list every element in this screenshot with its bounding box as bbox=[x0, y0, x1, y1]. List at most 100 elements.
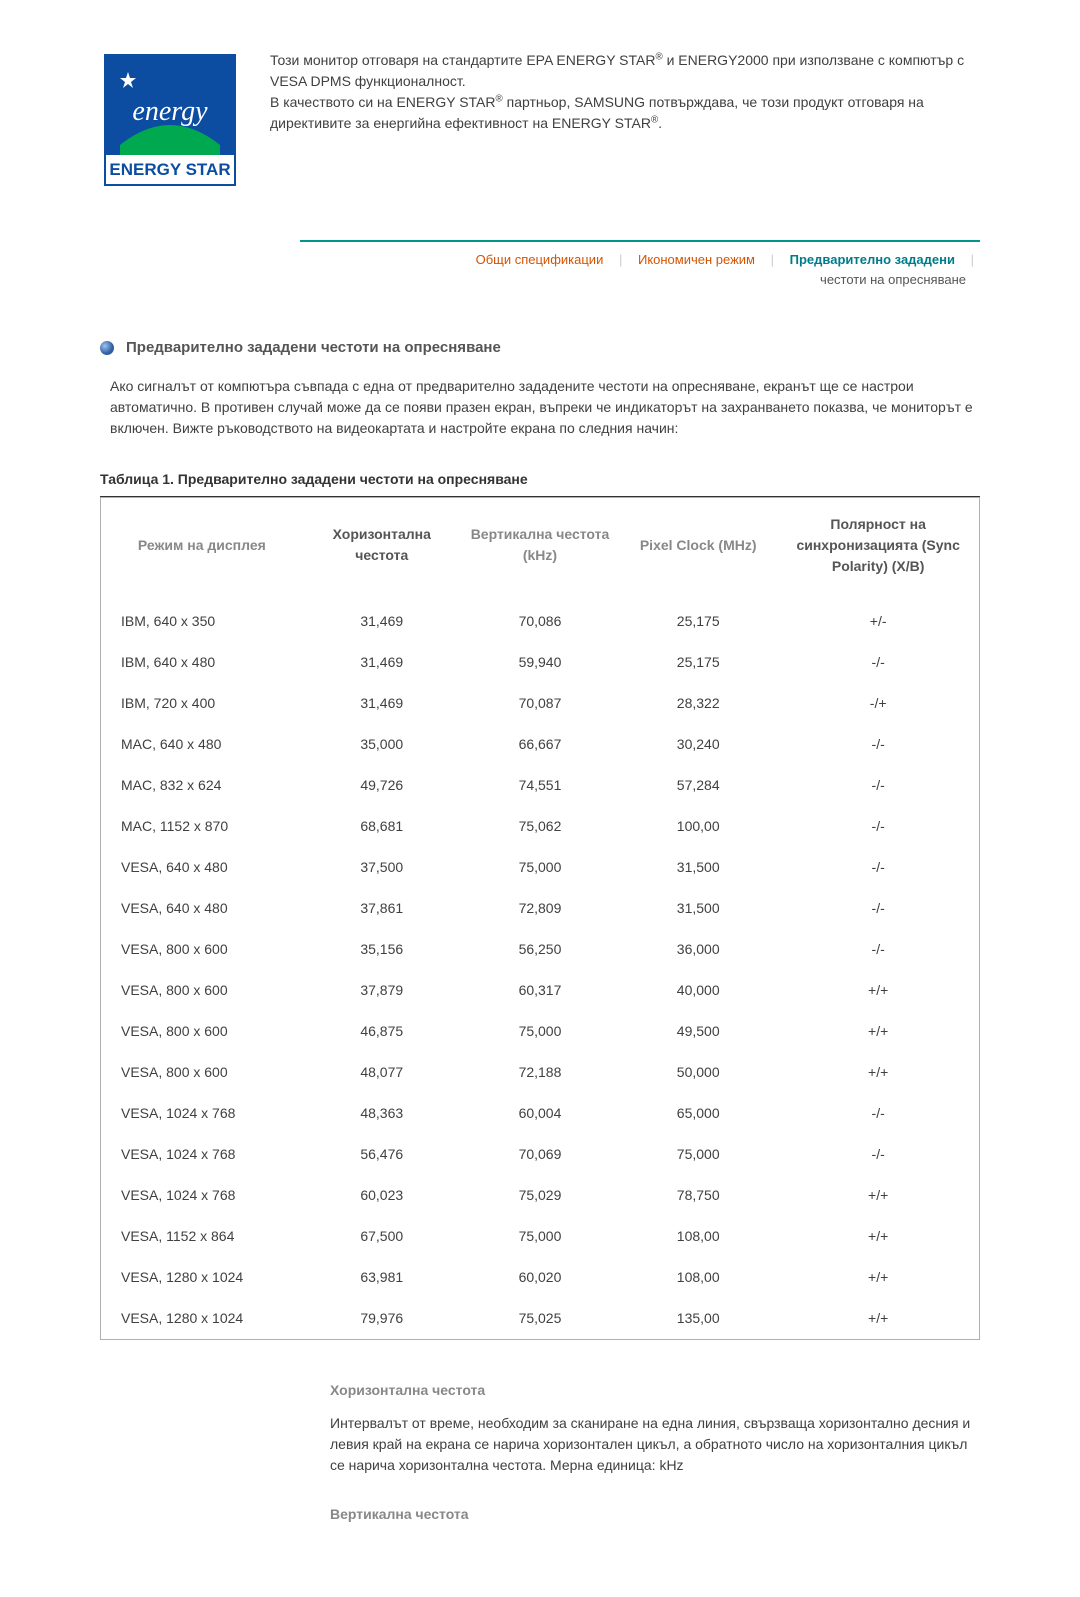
table-row: IBM, 720 x 40031,46970,08728,322-/+ bbox=[101, 683, 980, 724]
reg-mark: ® bbox=[496, 93, 503, 104]
table-cell: -/- bbox=[777, 888, 979, 929]
table-cell: -/- bbox=[777, 806, 979, 847]
table-cell: 25,175 bbox=[619, 642, 777, 683]
table-cell: 70,069 bbox=[461, 1134, 619, 1175]
table-cell: 57,284 bbox=[619, 765, 777, 806]
table-cell: +/+ bbox=[777, 970, 979, 1011]
table-cell: VESA, 800 x 600 bbox=[101, 1052, 303, 1093]
tab-preset-frequencies-sub: честоти на опресняване bbox=[814, 272, 980, 287]
table-cell: +/+ bbox=[777, 1175, 979, 1216]
def-horizontal-body: Интервалът от време, необходим за сканир… bbox=[330, 1413, 980, 1476]
table-cell: VESA, 1024 x 768 bbox=[101, 1175, 303, 1216]
table-cell: VESA, 1024 x 768 bbox=[101, 1093, 303, 1134]
table-cell: VESA, 800 x 600 bbox=[101, 929, 303, 970]
table-cell: 60,023 bbox=[303, 1175, 461, 1216]
tab-separator: | bbox=[765, 252, 780, 267]
definitions: Хоризонтална честота Интервалът от време… bbox=[330, 1380, 980, 1525]
tab-economy-mode[interactable]: Икономичен режим bbox=[632, 252, 761, 267]
table-row: VESA, 640 x 48037,86172,80931,500-/- bbox=[101, 888, 980, 929]
table-cell: 36,000 bbox=[619, 929, 777, 970]
table-row: VESA, 1152 x 86467,50075,000108,00+/+ bbox=[101, 1216, 980, 1257]
table-cell: 31,500 bbox=[619, 888, 777, 929]
table-row: VESA, 800 x 60046,87575,00049,500+/+ bbox=[101, 1011, 980, 1052]
table-cell: 72,809 bbox=[461, 888, 619, 929]
table-row: VESA, 1024 x 76856,47670,06975,000-/- bbox=[101, 1134, 980, 1175]
table-title: Таблица 1. Предварително зададени честот… bbox=[100, 469, 980, 497]
section-heading: Предварително зададени честоти на опресн… bbox=[100, 337, 980, 360]
tab-preset-frequencies[interactable]: Предварително зададени bbox=[784, 252, 961, 267]
table-cell: -/- bbox=[777, 642, 979, 683]
table-row: VESA, 1024 x 76860,02375,02978,750+/+ bbox=[101, 1175, 980, 1216]
table-row: MAC, 832 x 62449,72674,55157,284-/- bbox=[101, 765, 980, 806]
table-cell: VESA, 800 x 600 bbox=[101, 970, 303, 1011]
table-cell: IBM, 720 x 400 bbox=[101, 683, 303, 724]
table-cell: -/- bbox=[777, 724, 979, 765]
section-title: Предварително зададени честоти на опресн… bbox=[126, 337, 501, 360]
tab-separator: | bbox=[613, 252, 628, 267]
table-cell: 56,476 bbox=[303, 1134, 461, 1175]
table-row: MAC, 640 x 48035,00066,66730,240-/- bbox=[101, 724, 980, 765]
table-cell: 28,322 bbox=[619, 683, 777, 724]
table-cell: 78,750 bbox=[619, 1175, 777, 1216]
table-cell: 75,000 bbox=[461, 1216, 619, 1257]
estar-p1a: Този монитор отговаря на стандартите EPA… bbox=[270, 52, 655, 68]
table-cell: +/+ bbox=[777, 1216, 979, 1257]
table-cell: 48,363 bbox=[303, 1093, 461, 1134]
table-cell: 59,940 bbox=[461, 642, 619, 683]
table-cell: 108,00 bbox=[619, 1216, 777, 1257]
energy-star-logo: energy ENERGY STAR bbox=[100, 50, 240, 190]
table-header: Режим на дисплеяХоризонтална честотаВерт… bbox=[101, 497, 980, 601]
tab-general-specs[interactable]: Общи спецификации bbox=[470, 252, 610, 267]
def-horizontal-title: Хоризонтална честота bbox=[330, 1380, 980, 1401]
logo-band: ENERGY STAR bbox=[109, 160, 230, 179]
table-cell: VESA, 1024 x 768 bbox=[101, 1134, 303, 1175]
table-cell: 37,500 bbox=[303, 847, 461, 888]
table-row: VESA, 1280 x 102479,97675,025135,00+/+ bbox=[101, 1298, 980, 1340]
table-cell: 75,000 bbox=[619, 1134, 777, 1175]
table-cell: VESA, 1152 x 864 bbox=[101, 1216, 303, 1257]
table-cell: 70,086 bbox=[461, 601, 619, 642]
table-cell: VESA, 1280 x 1024 bbox=[101, 1298, 303, 1340]
table-row: MAC, 1152 x 87068,68175,062100,00-/- bbox=[101, 806, 980, 847]
energy-star-text: Този монитор отговаря на стандартите EPA… bbox=[270, 50, 980, 134]
tab-separator: | bbox=[965, 252, 980, 267]
table-cell: 72,188 bbox=[461, 1052, 619, 1093]
table-cell: 37,879 bbox=[303, 970, 461, 1011]
table-cell: 56,250 bbox=[461, 929, 619, 970]
table-cell: 75,062 bbox=[461, 806, 619, 847]
table-cell: -/- bbox=[777, 847, 979, 888]
table-cell: 49,726 bbox=[303, 765, 461, 806]
table-cell: 31,469 bbox=[303, 601, 461, 642]
logo-script: energy bbox=[132, 96, 208, 127]
table-cell: +/+ bbox=[777, 1298, 979, 1340]
table-cell: 60,020 bbox=[461, 1257, 619, 1298]
table-cell: 66,667 bbox=[461, 724, 619, 765]
table-cell: IBM, 640 x 350 bbox=[101, 601, 303, 642]
table-row: IBM, 640 x 48031,46959,94025,175-/- bbox=[101, 642, 980, 683]
table-cell: 48,077 bbox=[303, 1052, 461, 1093]
table-cell: 65,000 bbox=[619, 1093, 777, 1134]
table-cell: IBM, 640 x 480 bbox=[101, 642, 303, 683]
table-row: VESA, 640 x 48037,50075,00031,500-/- bbox=[101, 847, 980, 888]
table-cell: 135,00 bbox=[619, 1298, 777, 1340]
table-cell: 31,469 bbox=[303, 642, 461, 683]
timing-table: Режим на дисплеяХоризонтална честотаВерт… bbox=[100, 497, 980, 1340]
table-cell: 37,861 bbox=[303, 888, 461, 929]
table-cell: 79,976 bbox=[303, 1298, 461, 1340]
table-cell: -/- bbox=[777, 929, 979, 970]
table-cell: 108,00 bbox=[619, 1257, 777, 1298]
table-row: VESA, 1280 x 102463,98160,020108,00+/+ bbox=[101, 1257, 980, 1298]
table-cell: +/+ bbox=[777, 1052, 979, 1093]
table-row: VESA, 800 x 60035,15656,25036,000-/- bbox=[101, 929, 980, 970]
table-row: IBM, 640 x 35031,46970,08625,175+/- bbox=[101, 601, 980, 642]
table-cell: 31,500 bbox=[619, 847, 777, 888]
table-body: IBM, 640 x 35031,46970,08625,175+/-IBM, … bbox=[101, 601, 980, 1340]
table-column-header: Pixel Clock (MHz) bbox=[619, 497, 777, 601]
table-cell: VESA, 800 x 600 bbox=[101, 1011, 303, 1052]
energy-star-section: energy ENERGY STAR Този монитор отговаря… bbox=[100, 50, 980, 190]
table-cell: +/+ bbox=[777, 1257, 979, 1298]
table-cell: VESA, 640 x 480 bbox=[101, 847, 303, 888]
table-column-header: Режим на дисплея bbox=[101, 497, 303, 601]
table-cell: 25,175 bbox=[619, 601, 777, 642]
table-cell: 75,029 bbox=[461, 1175, 619, 1216]
